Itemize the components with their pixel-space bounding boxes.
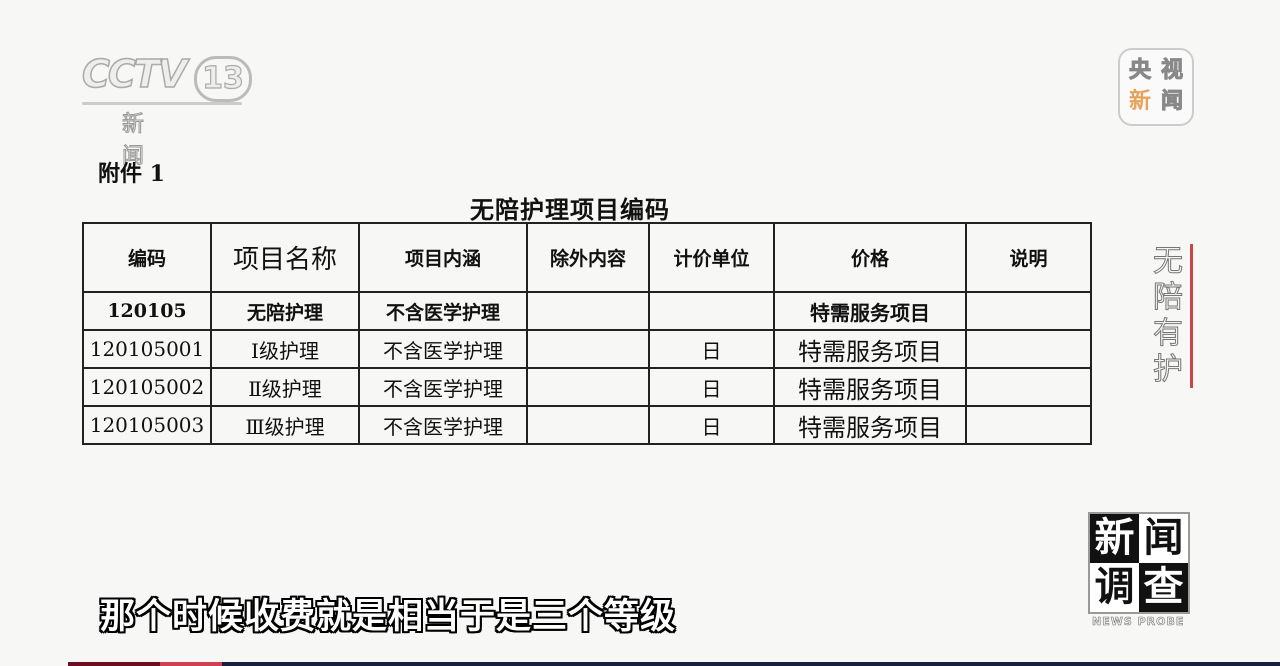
cell: 日 [648, 405, 775, 445]
header-cell: 除外内容 [526, 222, 650, 293]
cell [965, 405, 1092, 445]
cctv13-logo: CCTV 13 新 闻 [81, 51, 252, 170]
cell [526, 329, 650, 369]
logo-underline [82, 102, 242, 105]
header-cell: 说明 [965, 222, 1092, 293]
table-header-row: 编码 项目名称 项目内涵 除外内容 计价单位 价格 说明 [82, 222, 1092, 293]
table-title: 无陪护理项目编码 [470, 195, 670, 224]
cell: 120105002 [82, 367, 212, 407]
cell: 不含医学护理 [358, 405, 528, 445]
app-logo-char: 新 [1128, 89, 1151, 114]
news-probe-sub: NEWS PROBE [1092, 615, 1185, 629]
subtitle: 那个时候收费就是相当于是三个等级 [100, 597, 677, 637]
bottom-bar [0, 662, 1280, 666]
attachment-label: 附件 1 [98, 161, 165, 187]
cell: 不含医学护理 [358, 329, 528, 369]
header-cell: 价格 [773, 222, 967, 293]
header-cell: 项目名称 [210, 222, 360, 293]
cell [526, 405, 650, 445]
cell: 120105 [82, 291, 212, 331]
cell [526, 367, 650, 407]
header-cell: 项目内涵 [358, 222, 528, 293]
table-row: 120105 无陪护理 不含医学护理 特需服务项目 [82, 291, 1092, 331]
cell: 日 [648, 329, 775, 369]
code-table: 编码 项目名称 项目内涵 除外内容 计价单位 价格 说明 120105 无陪护理不… [82, 222, 1092, 445]
app-logo-char: 闻 [1160, 89, 1183, 115]
cell: 日 [648, 367, 775, 407]
cctv-news-app-logo: 央 视 新 闻 [1118, 48, 1194, 126]
cell: 特需服务项目 [773, 367, 967, 407]
cell: Ⅰ级护理 [210, 329, 360, 369]
cell: 不含医学护理 [358, 367, 528, 407]
cell: 特需服务项目 [773, 329, 967, 369]
cell [965, 291, 1092, 331]
logo-char: 新 [1090, 514, 1139, 563]
cell: Ⅲ级护理 [210, 405, 360, 445]
segment-label: 无陪有护 [1150, 244, 1193, 388]
table-row: 120105002 Ⅱ级护理 不含医学护理 日特需服务项目 [82, 367, 1092, 407]
cell: Ⅱ级护理 [210, 367, 360, 407]
app-logo-char: 视 [1160, 58, 1183, 84]
app-logo-char: 央 [1128, 58, 1151, 84]
cell [965, 329, 1092, 369]
table-row: 120105003 Ⅲ级护理 不含医学护理 日特需服务项目 [82, 405, 1092, 445]
logo-brand: CCTV [81, 51, 188, 97]
logo-char: 调 [1090, 563, 1139, 612]
logo-channel-number: 13 [194, 56, 252, 102]
cell: 120105001 [82, 329, 212, 369]
logo-char: 查 [1139, 563, 1188, 612]
news-probe-logo: 新 闻 调 查 [1088, 512, 1190, 614]
table-row: 120105001 Ⅰ级护理 不含医学护理 日特需服务项目 [82, 329, 1092, 369]
cell [965, 367, 1092, 407]
cell [526, 291, 650, 331]
cell: 特需服务项目 [773, 405, 967, 445]
cell: 不含医学护理 [358, 291, 528, 331]
logo-sub: 新 闻 [122, 112, 173, 170]
cell [648, 291, 775, 331]
cell: 特需服务项目 [773, 291, 967, 331]
cell: 120105003 [82, 405, 212, 445]
cell: 无陪护理 [210, 291, 360, 331]
header-cell: 计价单位 [648, 222, 775, 293]
header-cell: 编码 [82, 222, 212, 293]
logo-char: 闻 [1139, 514, 1188, 563]
